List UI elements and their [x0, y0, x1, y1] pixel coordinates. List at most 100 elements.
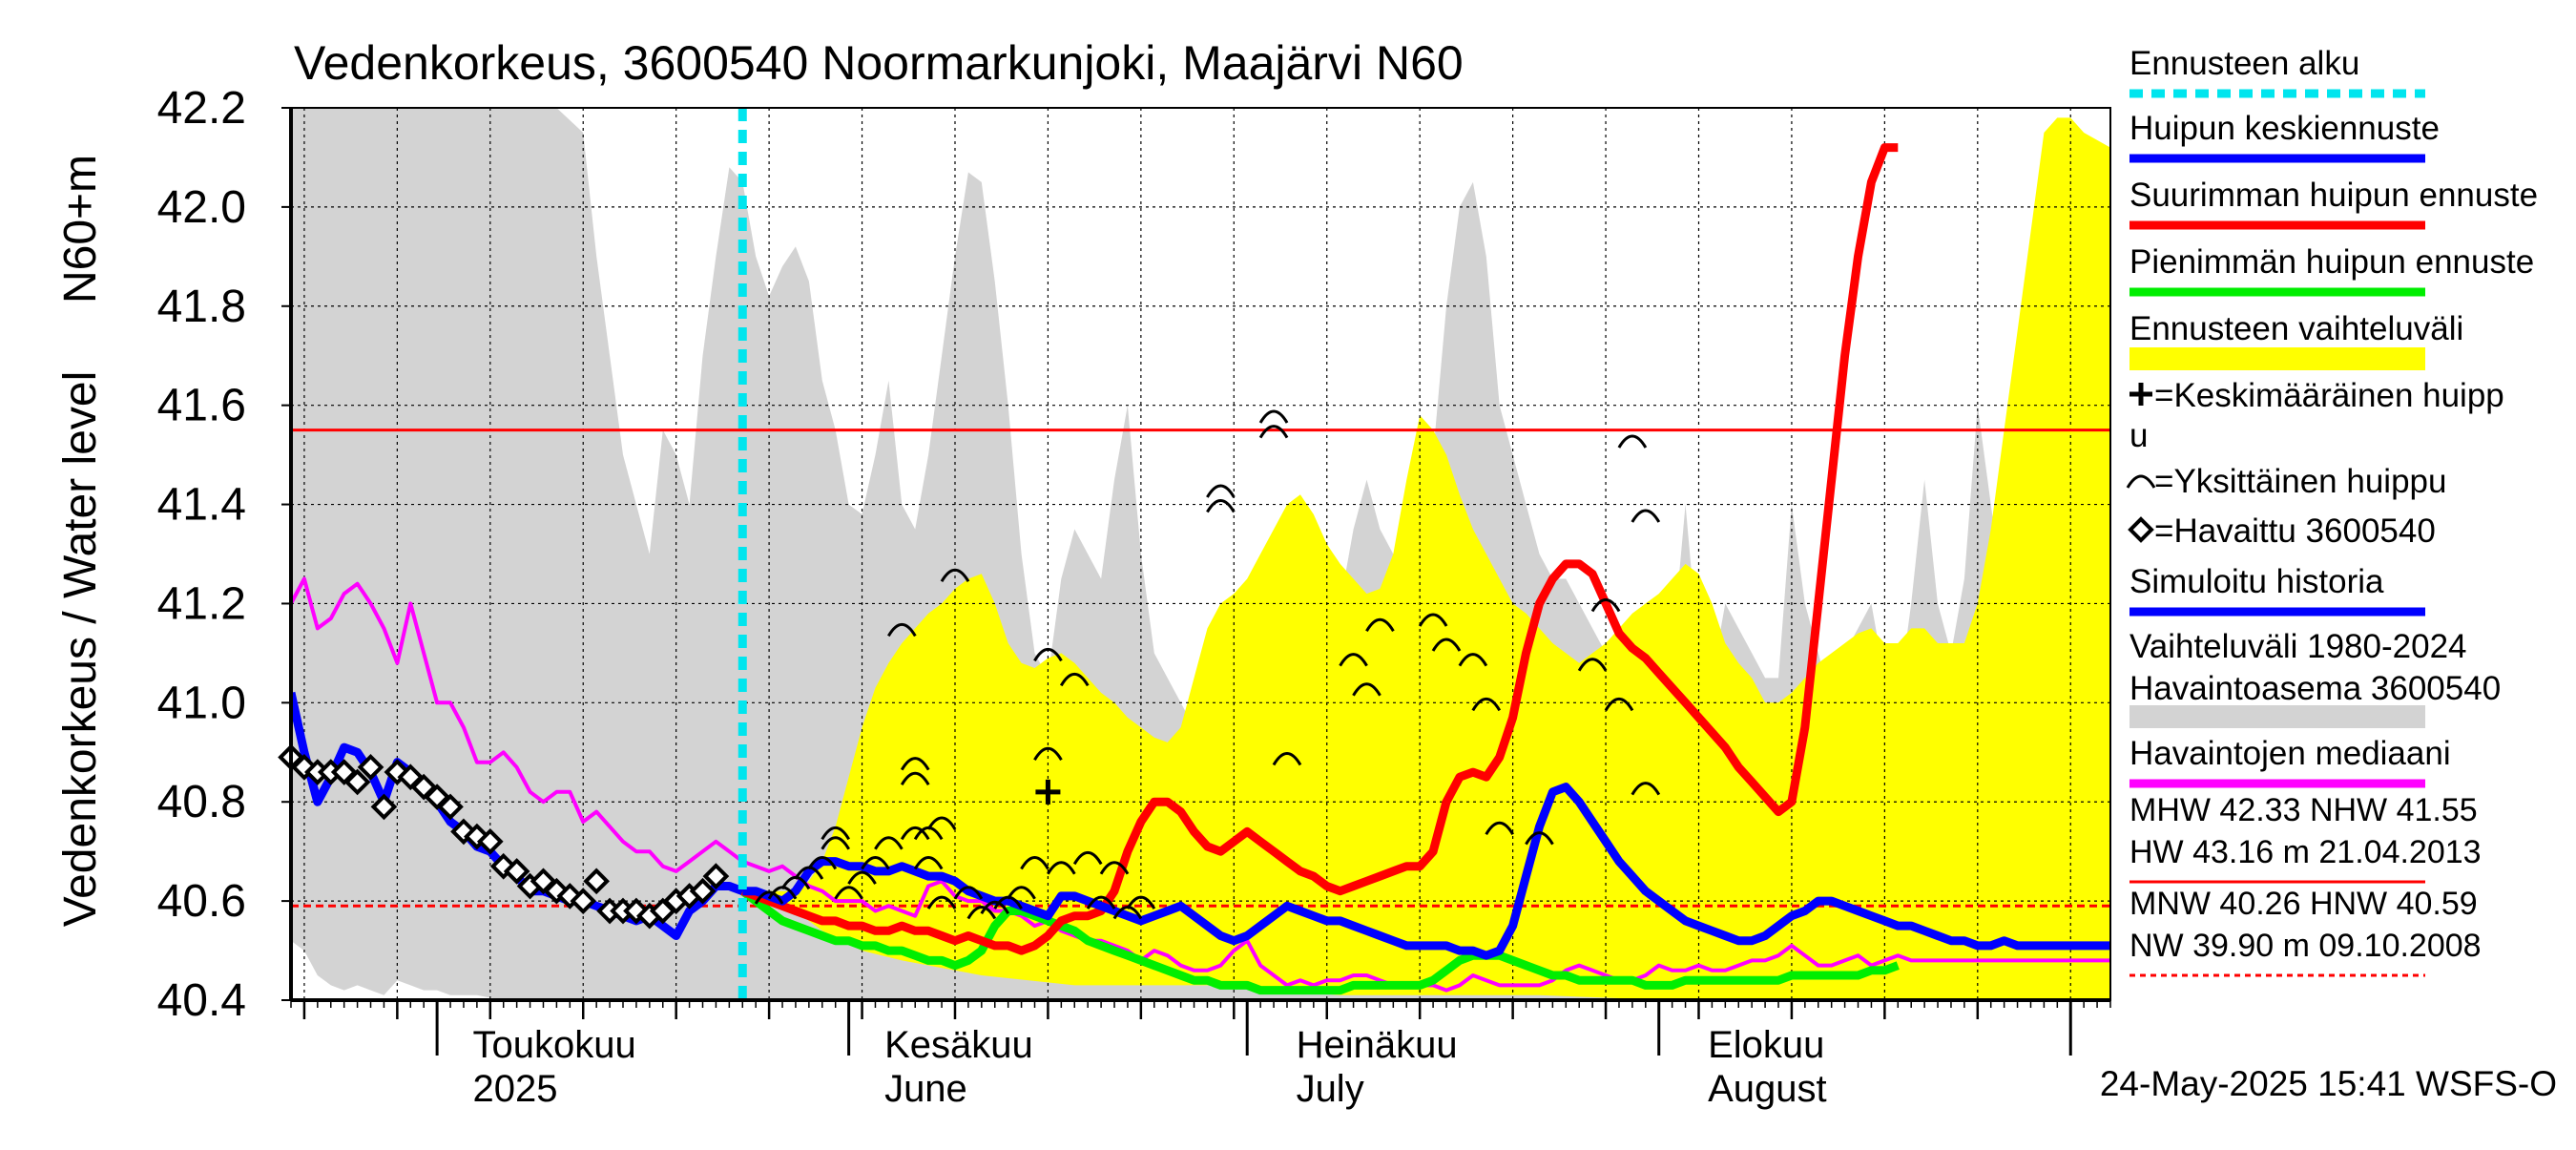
y-tick-label: 42.0: [157, 182, 246, 233]
observed-point: [556, 883, 584, 910]
markers-layer: [278, 409, 1661, 930]
single-peak-marker: [913, 856, 944, 870]
observed-point: [291, 754, 318, 781]
legend-label: Suurimman huipun ennuste: [2129, 177, 2538, 214]
single-peak-marker: [1072, 850, 1103, 866]
single-peak-marker: [1033, 746, 1063, 762]
y-tick-label: 42.2: [157, 83, 246, 134]
single-peak-marker: [1339, 653, 1368, 667]
single-peak-marker: [926, 895, 957, 910]
median-line: [291, 576, 2110, 993]
single-peak-marker: [1007, 886, 1036, 900]
single-peak-marker: [1418, 613, 1448, 627]
observed-point: [424, 784, 450, 810]
single-peak-marker: [1059, 672, 1090, 687]
y-tick-label: 40.6: [157, 876, 246, 927]
y-axis-label-bottom: Vedenkorkeus / Water level: [55, 371, 106, 928]
single-peak-marker: [1590, 597, 1621, 613]
single-peak-marker: [1458, 653, 1488, 667]
single-peak-marker: [926, 816, 957, 830]
y-axis-label-top: N60+m: [55, 155, 106, 303]
observed-point: [570, 888, 597, 914]
single-peak-marker: [953, 886, 984, 900]
min-peak-line: [739, 888, 1900, 995]
legend-label: Ennusteen vaihteluväli: [2129, 310, 2463, 347]
y-tick-label: 41.0: [157, 678, 246, 728]
single-peak-marker: [1086, 895, 1116, 910]
timestamp: 24-May-2025 15:41 WSFS-O: [2100, 1064, 2557, 1103]
legend-label: Vaihteluväli 1980-2024: [2129, 628, 2467, 665]
forecast-range-band: [756, 117, 2110, 1000]
chart-title: Vedenkorkeus, 3600540 Noormarkunjoki, Ma…: [294, 36, 1464, 90]
single-peak-marker: [1033, 647, 1063, 662]
stats-line: MHW 42.33 NHW 41.55: [2129, 792, 2478, 828]
single-peak-marker: [1047, 861, 1076, 875]
observed-point: [689, 877, 717, 905]
single-peak-marker: [1020, 856, 1049, 870]
single-peak-marker: [1258, 409, 1289, 424]
legend-label: =Havaittu 3600540: [2154, 512, 2436, 550]
legend-label-cont: Havaintoasema 3600540: [2129, 670, 2501, 707]
single-peak-marker: [821, 836, 851, 850]
observed-point: [437, 793, 464, 821]
month-label-en: August: [1708, 1068, 1827, 1110]
legend-label: =Keskimääräinen huipp: [2154, 377, 2504, 414]
observed-point: [384, 759, 411, 785]
max-peak-line: [740, 143, 1899, 955]
single-peak-marker: [966, 906, 997, 920]
single-peak-marker: [1485, 821, 1514, 835]
single-peak-marker: [900, 757, 930, 771]
single-peak-marker: [1099, 861, 1130, 875]
single-peak-marker: [1126, 895, 1156, 910]
legend: Ennusteen alku Huipun keskiennuste Suurimm…: [2126, 45, 2538, 977]
month-label-fi: Heinäkuu: [1297, 1024, 1458, 1066]
y-tick-label: 41.2: [157, 578, 246, 629]
y-tick-label: 41.6: [157, 381, 246, 431]
legend-label: Havaintojen mediaani: [2129, 735, 2451, 772]
observed-point: [583, 868, 610, 895]
legend-swatch-plus: [2129, 383, 2152, 406]
month-label-en: June: [884, 1068, 967, 1110]
single-peak-marker: [821, 826, 851, 841]
mean-peak-line: [742, 783, 2110, 960]
y-tick-label: 40.8: [157, 777, 246, 827]
legend-label: Simuloitu historia: [2129, 563, 2384, 600]
bands-layer: [291, 108, 2110, 1000]
single-peak-marker: [1631, 509, 1661, 523]
single-peak-marker: [1352, 682, 1381, 697]
observed-point: [370, 793, 398, 821]
single-peak-marker: [874, 836, 904, 850]
month-label-en: 2025: [473, 1068, 558, 1110]
legend-label: Ennusteen alku: [2129, 45, 2359, 82]
legend-swatch-diamond: [2128, 516, 2154, 543]
month-label-fi: Toukokuu: [473, 1024, 636, 1066]
single-peak-marker: [754, 890, 784, 905]
single-peak-marker: [1206, 499, 1236, 513]
y-tick-label: 40.4: [157, 975, 246, 1026]
observed-point: [702, 863, 730, 889]
single-peak-marker: [1577, 658, 1608, 672]
single-peak-marker: [1471, 697, 1502, 712]
single-peak-marker: [980, 900, 1010, 915]
stats-line: HW 43.16 m 21.04.2013: [2129, 834, 2482, 870]
legend-label: =Yksittäinen huippu: [2154, 463, 2446, 500]
legend-swatch-band: [2129, 705, 2425, 728]
month-label-fi: Kesäkuu: [884, 1024, 1033, 1066]
legend-swatch-band: [2129, 347, 2425, 370]
observed-point: [503, 858, 530, 885]
single-peak-marker: [900, 826, 930, 841]
legend-label-cont: u: [2129, 417, 2148, 454]
single-peak-marker: [834, 886, 863, 900]
legend-label: Pienimmän huipun ennuste: [2129, 243, 2534, 281]
single-peak-marker: [940, 568, 970, 583]
single-peak-marker: [1631, 782, 1661, 796]
single-peak-marker: [900, 771, 930, 786]
month-label-en: July: [1297, 1068, 1364, 1110]
axes-layer: 40.4 40.6 40.8 41.0 41.2 41.4 41.6 41.8 42.0 42.2…: [157, 83, 2111, 1110]
observed-point: [476, 827, 504, 855]
legend-swatch-arc: [2126, 474, 2156, 489]
legend-label: Huipun keskiennuste: [2129, 110, 2440, 147]
average-peak-marker: [1035, 779, 1061, 805]
